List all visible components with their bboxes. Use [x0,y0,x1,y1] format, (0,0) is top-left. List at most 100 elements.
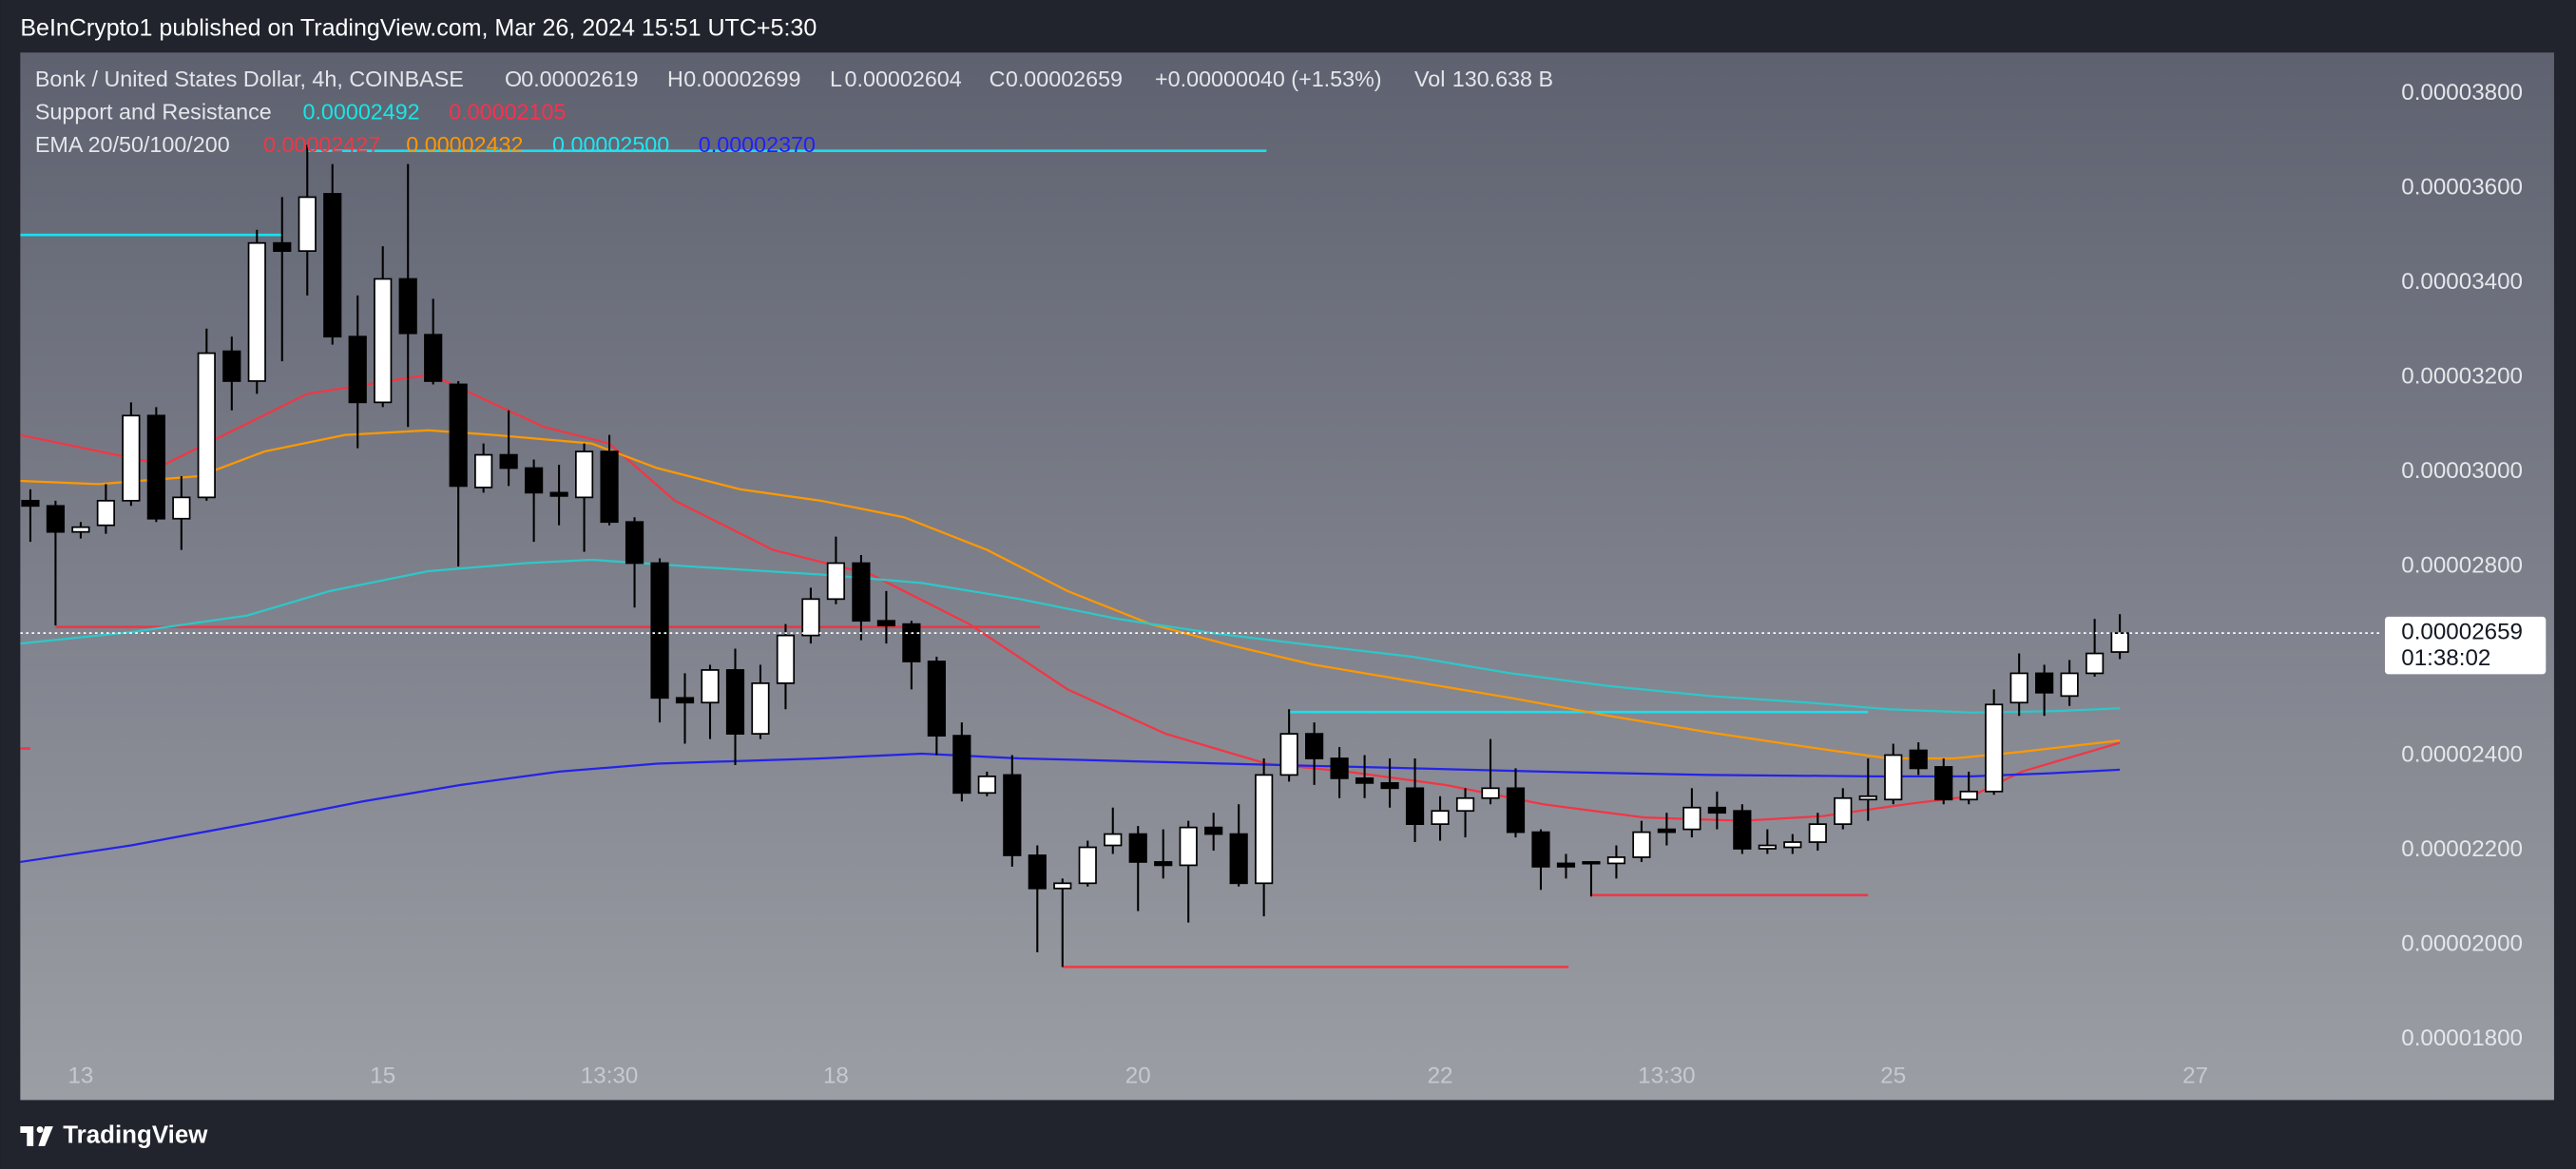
y-tick-label: 0.00002000 [2401,930,2523,956]
candle-body [474,453,493,489]
x-tick-label: 13:30 [1638,1064,1696,1089]
candle-body [826,562,846,601]
x-tick-label: 13:30 [581,1064,639,1089]
candle-body [1506,787,1526,834]
x-tick-label: 18 [823,1064,849,1089]
y-tick-label: 0.00002400 [2401,741,2523,767]
candle-body [1858,795,1877,801]
countdown: 01:38:02 [2401,645,2490,671]
candle-body [1959,790,1978,801]
x-tick-label: 27 [2182,1064,2208,1089]
y-tick-label: 0.00002800 [2401,552,2523,578]
candle-body [46,505,66,533]
candle-body [499,453,518,470]
candle-body [927,661,946,737]
ohlc-label: L [830,67,842,91]
ema-value: 0.00002370 [699,132,816,157]
candle-body [1707,806,1726,814]
candle-body [776,634,796,684]
candle-body [374,278,393,404]
candle-body [1305,733,1324,759]
candle-body [449,383,468,488]
candle-body [1783,841,1802,849]
candle-body [1808,823,1827,843]
candle-body [1531,831,1550,868]
brand: TradingView [63,1121,208,1148]
candle-body [701,669,720,704]
y-tick-label: 0.00003000 [2401,458,2523,484]
levels-value: 0.00002492 [302,99,419,124]
candle-body [1279,733,1298,776]
candle-body [801,598,820,637]
x-tick-label: 20 [1125,1064,1151,1089]
x-tick-label: 13 [67,1064,93,1089]
candle-body [1481,787,1500,799]
candle-body [574,450,594,499]
candle-body [1028,854,1047,890]
candle-body [1104,833,1123,847]
ema-value: 0.00002500 [552,132,669,157]
candle-body [2009,672,2028,704]
candle-body [1682,806,1701,831]
candle-body [1255,774,1274,885]
price-label-box [2384,616,2547,675]
candle-body [902,623,921,662]
x-tick-label: 22 [1428,1064,1453,1089]
candle-body [1733,810,1752,850]
candle-body [876,620,895,627]
candle-body [96,499,115,527]
ohlc-value: 0.00002659 [1006,67,1123,91]
candle-body [1834,796,1853,826]
ema-value: 0.00002432 [406,132,523,157]
candle-body [222,350,241,382]
y-tick-label: 0.00002200 [2401,836,2523,862]
candle-body [1909,749,1928,770]
candle-body [549,491,568,497]
candle-body [1884,754,1903,801]
candle-body [852,562,871,623]
candle-body [1229,833,1248,885]
publisher: BeInCrypto1 published on TradingView.com… [20,15,817,42]
logo [20,1126,53,1146]
y-tick-label: 0.00003600 [2401,174,2523,200]
candle-body [1431,810,1450,826]
candle-body [247,241,266,382]
candle-body [146,414,165,520]
candle-body [1003,774,1022,856]
candle-body [21,499,40,508]
x-tick-label: 15 [370,1064,395,1089]
candle-body [1758,844,1777,850]
candle-body [1582,861,1601,865]
candle-body [1405,787,1425,826]
candle-body [1154,861,1173,867]
candle-body [1355,777,1375,784]
levels-value: 0.00002105 [449,99,566,124]
ohlc-value: 0.00002699 [683,67,800,91]
ohlc-value: 0.00002619 [521,67,638,91]
y-tick-label: 0.00003400 [2401,269,2523,295]
candle-body [2086,652,2105,675]
volume-label: Vol [1414,67,1445,91]
candle-body [650,562,669,699]
candle-body [1128,833,1147,863]
candle-body [197,352,216,499]
candle-body [1078,846,1097,885]
candle-body [675,697,695,704]
candle-body [1985,703,2004,793]
volume: 130.638 B [1452,67,1553,91]
candle-body [323,193,342,338]
price-label: 0.00002659 [2401,620,2523,645]
ema-line [20,429,2121,760]
ohlc-value: 0.00002604 [845,67,962,91]
candle-body [1330,757,1349,779]
candle-body [1455,796,1475,813]
ema-title: EMA 20/50/100/200 [35,132,230,157]
ema-line [20,558,2121,714]
candle-body [1657,828,1676,834]
candle-body [725,669,745,735]
ohlc-label: H [667,67,683,91]
candle-body [398,278,417,335]
change: +0.00000040 (+1.53%) [1155,67,1382,91]
